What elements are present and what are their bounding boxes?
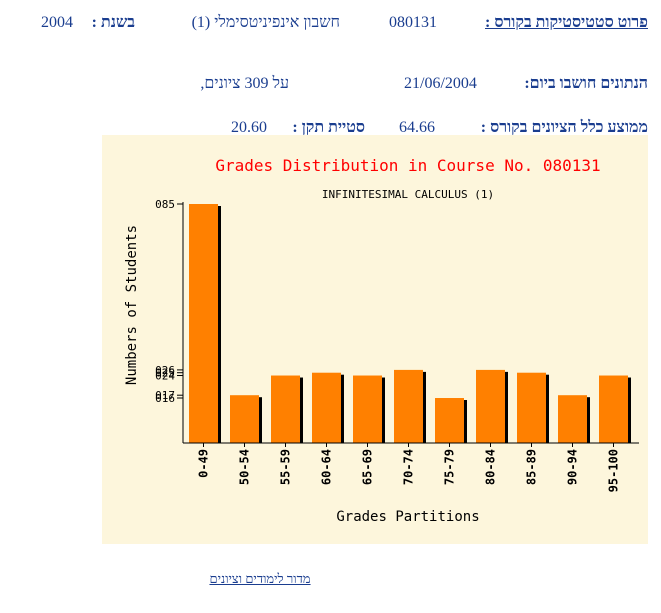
course-number: 080131 — [389, 14, 437, 31]
x-tick-label: 0-49 — [197, 449, 211, 478]
y-tick-label: 026 — [155, 364, 175, 377]
x-tick-label: 90-94 — [566, 449, 580, 485]
chart-subtitle: INFINITESIMAL CALCULUS (1) — [322, 188, 494, 201]
bar-65-69 — [353, 375, 382, 443]
bar-55-59 — [271, 375, 300, 443]
x-axis-label: Grades Partitions — [336, 509, 479, 525]
year-label: בשנת : — [91, 14, 135, 31]
y-tick-label: 017 — [155, 389, 175, 402]
year-value: 2004 — [41, 14, 73, 31]
bar-0-49 — [189, 204, 218, 443]
x-tick-label: 95-100 — [607, 449, 621, 492]
bar-75-79 — [435, 398, 464, 443]
mean-label: ממוצע כלל הציונים בקורס : — [480, 119, 648, 136]
bar-70-74 — [394, 369, 423, 443]
y-tick-label: 016 — [155, 392, 175, 405]
x-tick-label: 55-59 — [279, 449, 293, 485]
bar-85-89 — [517, 372, 546, 443]
y-tick-label: 025 — [155, 367, 175, 380]
course-name: חשבון אינפיניטסימלי (1) — [191, 14, 340, 31]
x-tick-label: 60-64 — [320, 449, 334, 485]
std-label: סטיית תקן : — [292, 119, 365, 136]
x-tick-label: 80-84 — [484, 449, 498, 485]
bar-80-84 — [476, 369, 505, 443]
chart-title: Grades Distribution in Course No. 080131 — [215, 156, 600, 175]
course-header-row: פרוט סטטיסטיקות בקורס : 080131 חשבון אינ… — [0, 14, 655, 40]
x-tick-label: 70-74 — [402, 449, 416, 485]
course-label: פרוט סטטיסטיקות בקורס : — [485, 14, 648, 31]
computed-row: הנתונים חושבו ביום: 21/06/2004 על 309 צי… — [0, 75, 655, 101]
studies-grades-link[interactable]: מדור לימודים וציונים — [209, 571, 311, 586]
stats-row: ממוצע כלל הציונים בקורס : 64.66 סטיית תק… — [0, 119, 655, 145]
computed-date: 21/06/2004 — [404, 75, 477, 92]
chart-panel: Grades Distribution in Course No. 080131… — [102, 135, 648, 544]
bars-group — [189, 204, 631, 443]
mean-value: 64.66 — [399, 119, 435, 136]
bar-95-100 — [599, 375, 628, 443]
bar-50-54 — [230, 395, 259, 443]
x-tick-label: 85-89 — [525, 449, 539, 485]
std-value: 20.60 — [231, 119, 267, 136]
bar-60-64 — [312, 372, 341, 443]
x-tick-label: 75-79 — [443, 449, 457, 485]
grades-bar-chart: Grades Distribution in Course No. 080131… — [124, 156, 639, 525]
grades-count: על 309 ציונים, — [200, 75, 289, 92]
y-tick-label: 024 — [155, 370, 175, 383]
bar-90-94 — [558, 395, 587, 443]
x-tick-label: 65-69 — [361, 449, 375, 485]
x-tick-label: 50-54 — [238, 449, 252, 485]
computed-label: הנתונים חושבו ביום: — [524, 75, 648, 92]
y-axis-label: Numbers of Students — [124, 225, 140, 385]
x-ticks-group: 0-49 50-54 55-59 60-64 65-69 70-74 75-79 80-84 8… — [197, 443, 621, 492]
y-tick-label: 085 — [155, 198, 175, 211]
